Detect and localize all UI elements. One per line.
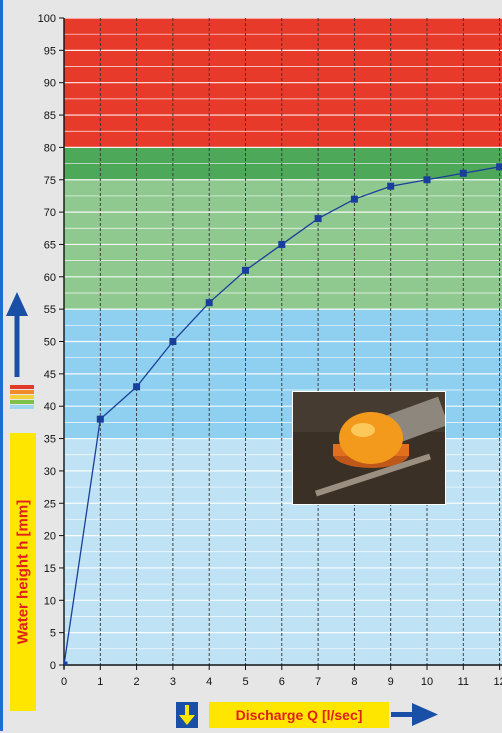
y-axis-label-box: Water height h [mm] (10, 433, 36, 711)
photo-float-device (292, 391, 446, 505)
x-tick-label: 6 (279, 676, 285, 688)
data-point-marker (242, 267, 249, 274)
x-axis-label: Discharge Q [l/sec] (236, 707, 363, 723)
legend-stripe-3 (10, 400, 34, 404)
x-tick-label: 12 (493, 676, 502, 688)
data-point-marker (387, 183, 394, 190)
legend-stripe-1 (10, 390, 34, 394)
x-axis-label-box: Discharge Q [l/sec] (209, 702, 389, 728)
y-tick-label: 55 (44, 304, 56, 316)
y-tick-label: 100 (38, 13, 56, 25)
y-tick-label: 50 (44, 337, 56, 349)
x-tick-label: 3 (170, 676, 176, 688)
data-point-marker (97, 416, 104, 423)
up-arrow-head (6, 292, 28, 316)
x-tick-label: 11 (458, 676, 469, 688)
data-point-marker (424, 176, 431, 183)
data-point-marker (206, 299, 213, 306)
y-tick-label: 10 (44, 595, 56, 607)
x-tick-label: 8 (351, 676, 357, 688)
x-tick-label: 4 (206, 676, 212, 688)
x-tick-label: 1 (97, 676, 103, 688)
y-tick-label: 20 (44, 531, 56, 543)
y-tick-label: 25 (44, 498, 56, 510)
y-tick-label: 40 (44, 401, 56, 413)
legend-stripe-2 (10, 395, 34, 399)
x-tick-label: 10 (421, 676, 433, 688)
right-arrow-shaft (391, 712, 415, 717)
grid (64, 18, 502, 665)
y-tick-label: 75 (44, 175, 56, 187)
data-point-marker (496, 163, 502, 170)
y-tick-label: 65 (44, 239, 56, 251)
y-tick-label: 70 (44, 207, 56, 219)
y-tick-label: 85 (44, 110, 56, 122)
data-point-marker (351, 196, 358, 203)
data-point-marker (315, 215, 322, 222)
x-tick-label: 2 (134, 676, 140, 688)
y-tick-label: 30 (44, 466, 56, 478)
y-tick-label: 60 (44, 272, 56, 284)
color-legend-stripes (10, 385, 34, 410)
right-arrow-head (412, 703, 438, 726)
data-point-marker (133, 383, 140, 390)
y-tick-label: 90 (44, 78, 56, 90)
y-tick-label: 5 (50, 628, 56, 640)
legend-stripe-4 (10, 405, 34, 409)
y-tick-label: 35 (44, 434, 56, 446)
data-point-marker (169, 338, 176, 345)
y-tick-label: 0 (50, 660, 56, 672)
data-point-marker (278, 241, 285, 248)
data-point-marker (460, 170, 467, 177)
y-tick-label: 80 (44, 142, 56, 154)
y-tick-label: 95 (44, 45, 56, 57)
x-tick-label: 0 (61, 676, 67, 688)
x-tick-label: 7 (315, 676, 321, 688)
x-tick-label: 5 (242, 676, 248, 688)
legend-stripe-0 (10, 385, 34, 389)
y-axis-label: Water height h [mm] (15, 500, 32, 644)
down-arrow-icon (176, 702, 198, 728)
x-tick-label: 9 (388, 676, 394, 688)
y-tick-label: 15 (44, 563, 56, 575)
up-arrow-shaft (15, 312, 20, 377)
y-tick-label: 45 (44, 369, 56, 381)
